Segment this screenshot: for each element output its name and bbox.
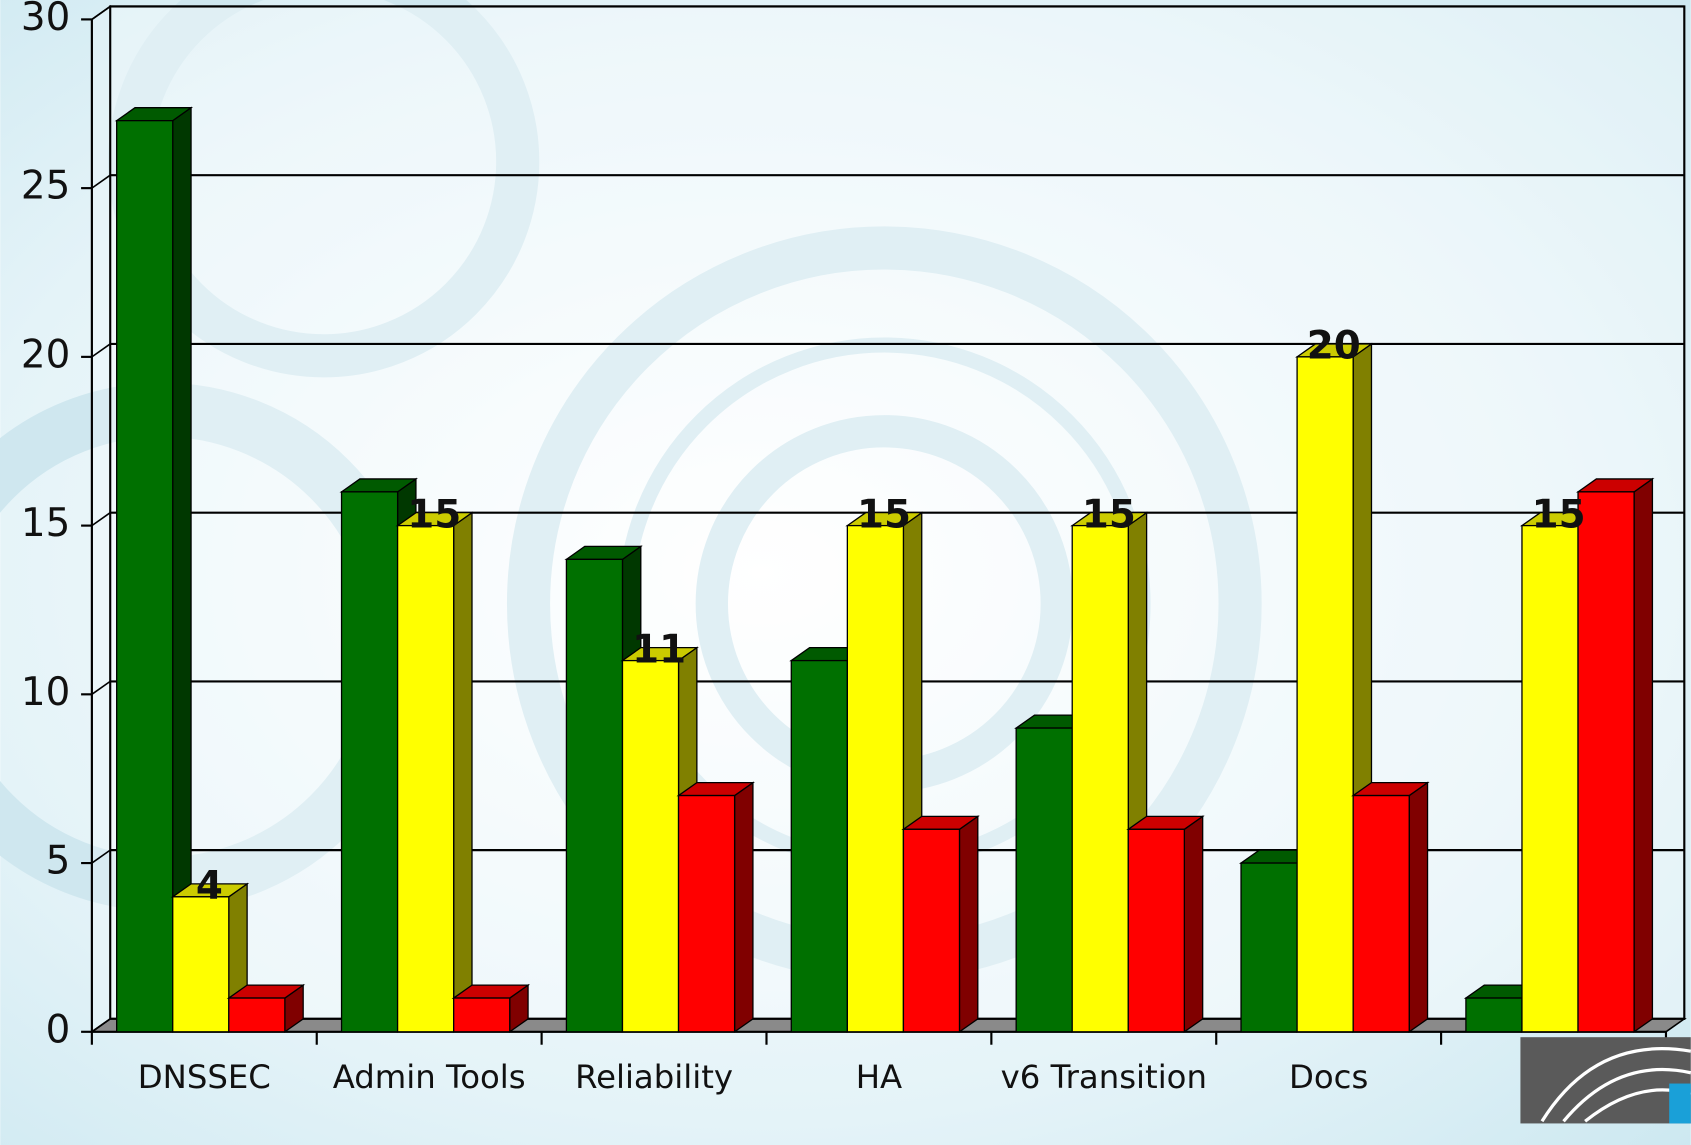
bar-side xyxy=(1634,479,1652,1032)
logo xyxy=(1520,1037,1690,1123)
bar xyxy=(1466,998,1522,1032)
bar xyxy=(791,661,847,1032)
bar xyxy=(1578,492,1634,1032)
x-tick-label: HA xyxy=(856,1058,902,1096)
data-label: 15 xyxy=(407,492,461,537)
bar xyxy=(454,998,510,1032)
bar-side xyxy=(959,816,977,1031)
data-label: 4 xyxy=(196,864,223,909)
x-tick-label: Docs xyxy=(1289,1058,1368,1096)
bar xyxy=(398,526,454,1032)
bar-side xyxy=(735,783,753,1032)
y-tick-label: 15 xyxy=(21,501,70,546)
bar xyxy=(1241,863,1297,1032)
bar-side xyxy=(1184,816,1202,1031)
data-label: 11 xyxy=(632,627,686,672)
page: {"chart_data": {"type": "bar3d", "catego… xyxy=(0,0,1691,1145)
bar xyxy=(566,559,622,1031)
bar xyxy=(117,121,173,1032)
bar xyxy=(1297,357,1353,1032)
bar xyxy=(1353,796,1409,1032)
bar xyxy=(342,492,398,1032)
bar xyxy=(679,796,735,1032)
data-label: 15 xyxy=(1532,492,1586,537)
y-tick-label: 10 xyxy=(21,670,70,715)
data-label: 15 xyxy=(857,492,911,537)
bar-side xyxy=(454,513,472,1032)
y-tick-label: 20 xyxy=(21,332,70,377)
data-label: 15 xyxy=(1082,492,1136,537)
data-label: 20 xyxy=(1307,324,1361,369)
bar xyxy=(847,526,903,1032)
x-tick-label: DNSSEC xyxy=(138,1058,271,1096)
y-tick-label: 5 xyxy=(46,839,71,884)
bar-side xyxy=(1409,783,1427,1032)
x-tick-label: v6 Transition xyxy=(1001,1058,1207,1096)
bar xyxy=(622,661,678,1032)
plot-area: 0 5 10 15 20 25 30 DNSSEC Admin Tools Reliability… xyxy=(21,0,1684,1096)
bar xyxy=(1072,526,1128,1032)
x-tick-label: Admin Tools xyxy=(333,1058,526,1096)
bar xyxy=(173,897,229,1032)
y-tick-label: 0 xyxy=(46,1007,71,1052)
chart: 0 5 10 15 20 25 30 DNSSEC Admin Tools Reliability… xyxy=(0,0,1691,1145)
bar xyxy=(903,829,959,1031)
y-tick-label: 30 xyxy=(21,0,70,40)
y-tick-label: 25 xyxy=(21,164,70,209)
bar xyxy=(1128,829,1184,1031)
bar xyxy=(1522,526,1578,1032)
bar xyxy=(229,998,285,1032)
bar xyxy=(1016,728,1072,1032)
x-tick-label: Reliability xyxy=(575,1058,733,1096)
